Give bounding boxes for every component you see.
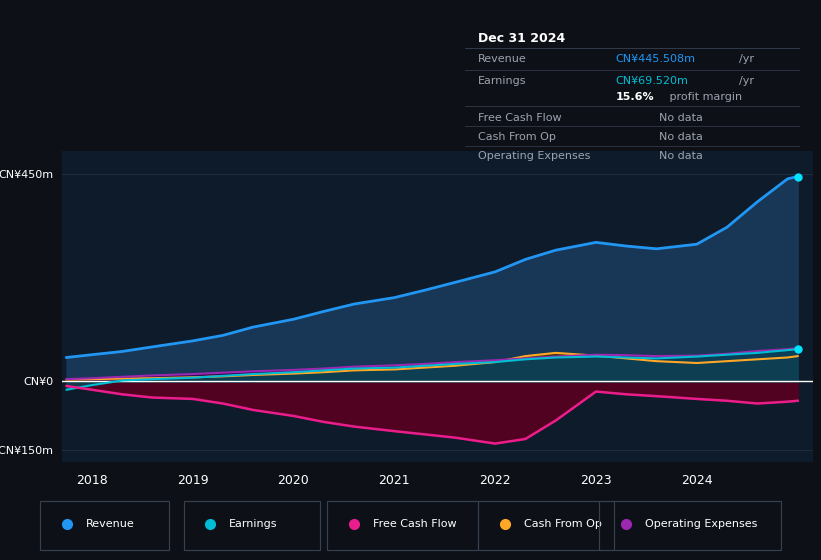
Text: Cash From Op: Cash From Op [524, 519, 602, 529]
Text: /yr: /yr [740, 76, 754, 86]
Text: CN¥445.508m: CN¥445.508m [616, 54, 695, 64]
Text: Operating Expenses: Operating Expenses [478, 151, 590, 161]
Text: Revenue: Revenue [85, 519, 135, 529]
Text: /yr: /yr [740, 54, 754, 64]
Text: 15.6%: 15.6% [616, 92, 654, 102]
Text: Free Cash Flow: Free Cash Flow [373, 519, 456, 529]
Text: Free Cash Flow: Free Cash Flow [478, 113, 562, 123]
Text: No data: No data [659, 113, 703, 123]
Text: Earnings: Earnings [229, 519, 277, 529]
Text: Dec 31 2024: Dec 31 2024 [478, 32, 566, 45]
Text: Operating Expenses: Operating Expenses [644, 519, 757, 529]
Text: CN¥69.520m: CN¥69.520m [616, 76, 688, 86]
Text: No data: No data [659, 151, 703, 161]
Text: No data: No data [659, 132, 703, 142]
Text: Earnings: Earnings [478, 76, 526, 86]
Text: profit margin: profit margin [666, 92, 742, 102]
Text: Cash From Op: Cash From Op [478, 132, 556, 142]
Text: Revenue: Revenue [478, 54, 527, 64]
